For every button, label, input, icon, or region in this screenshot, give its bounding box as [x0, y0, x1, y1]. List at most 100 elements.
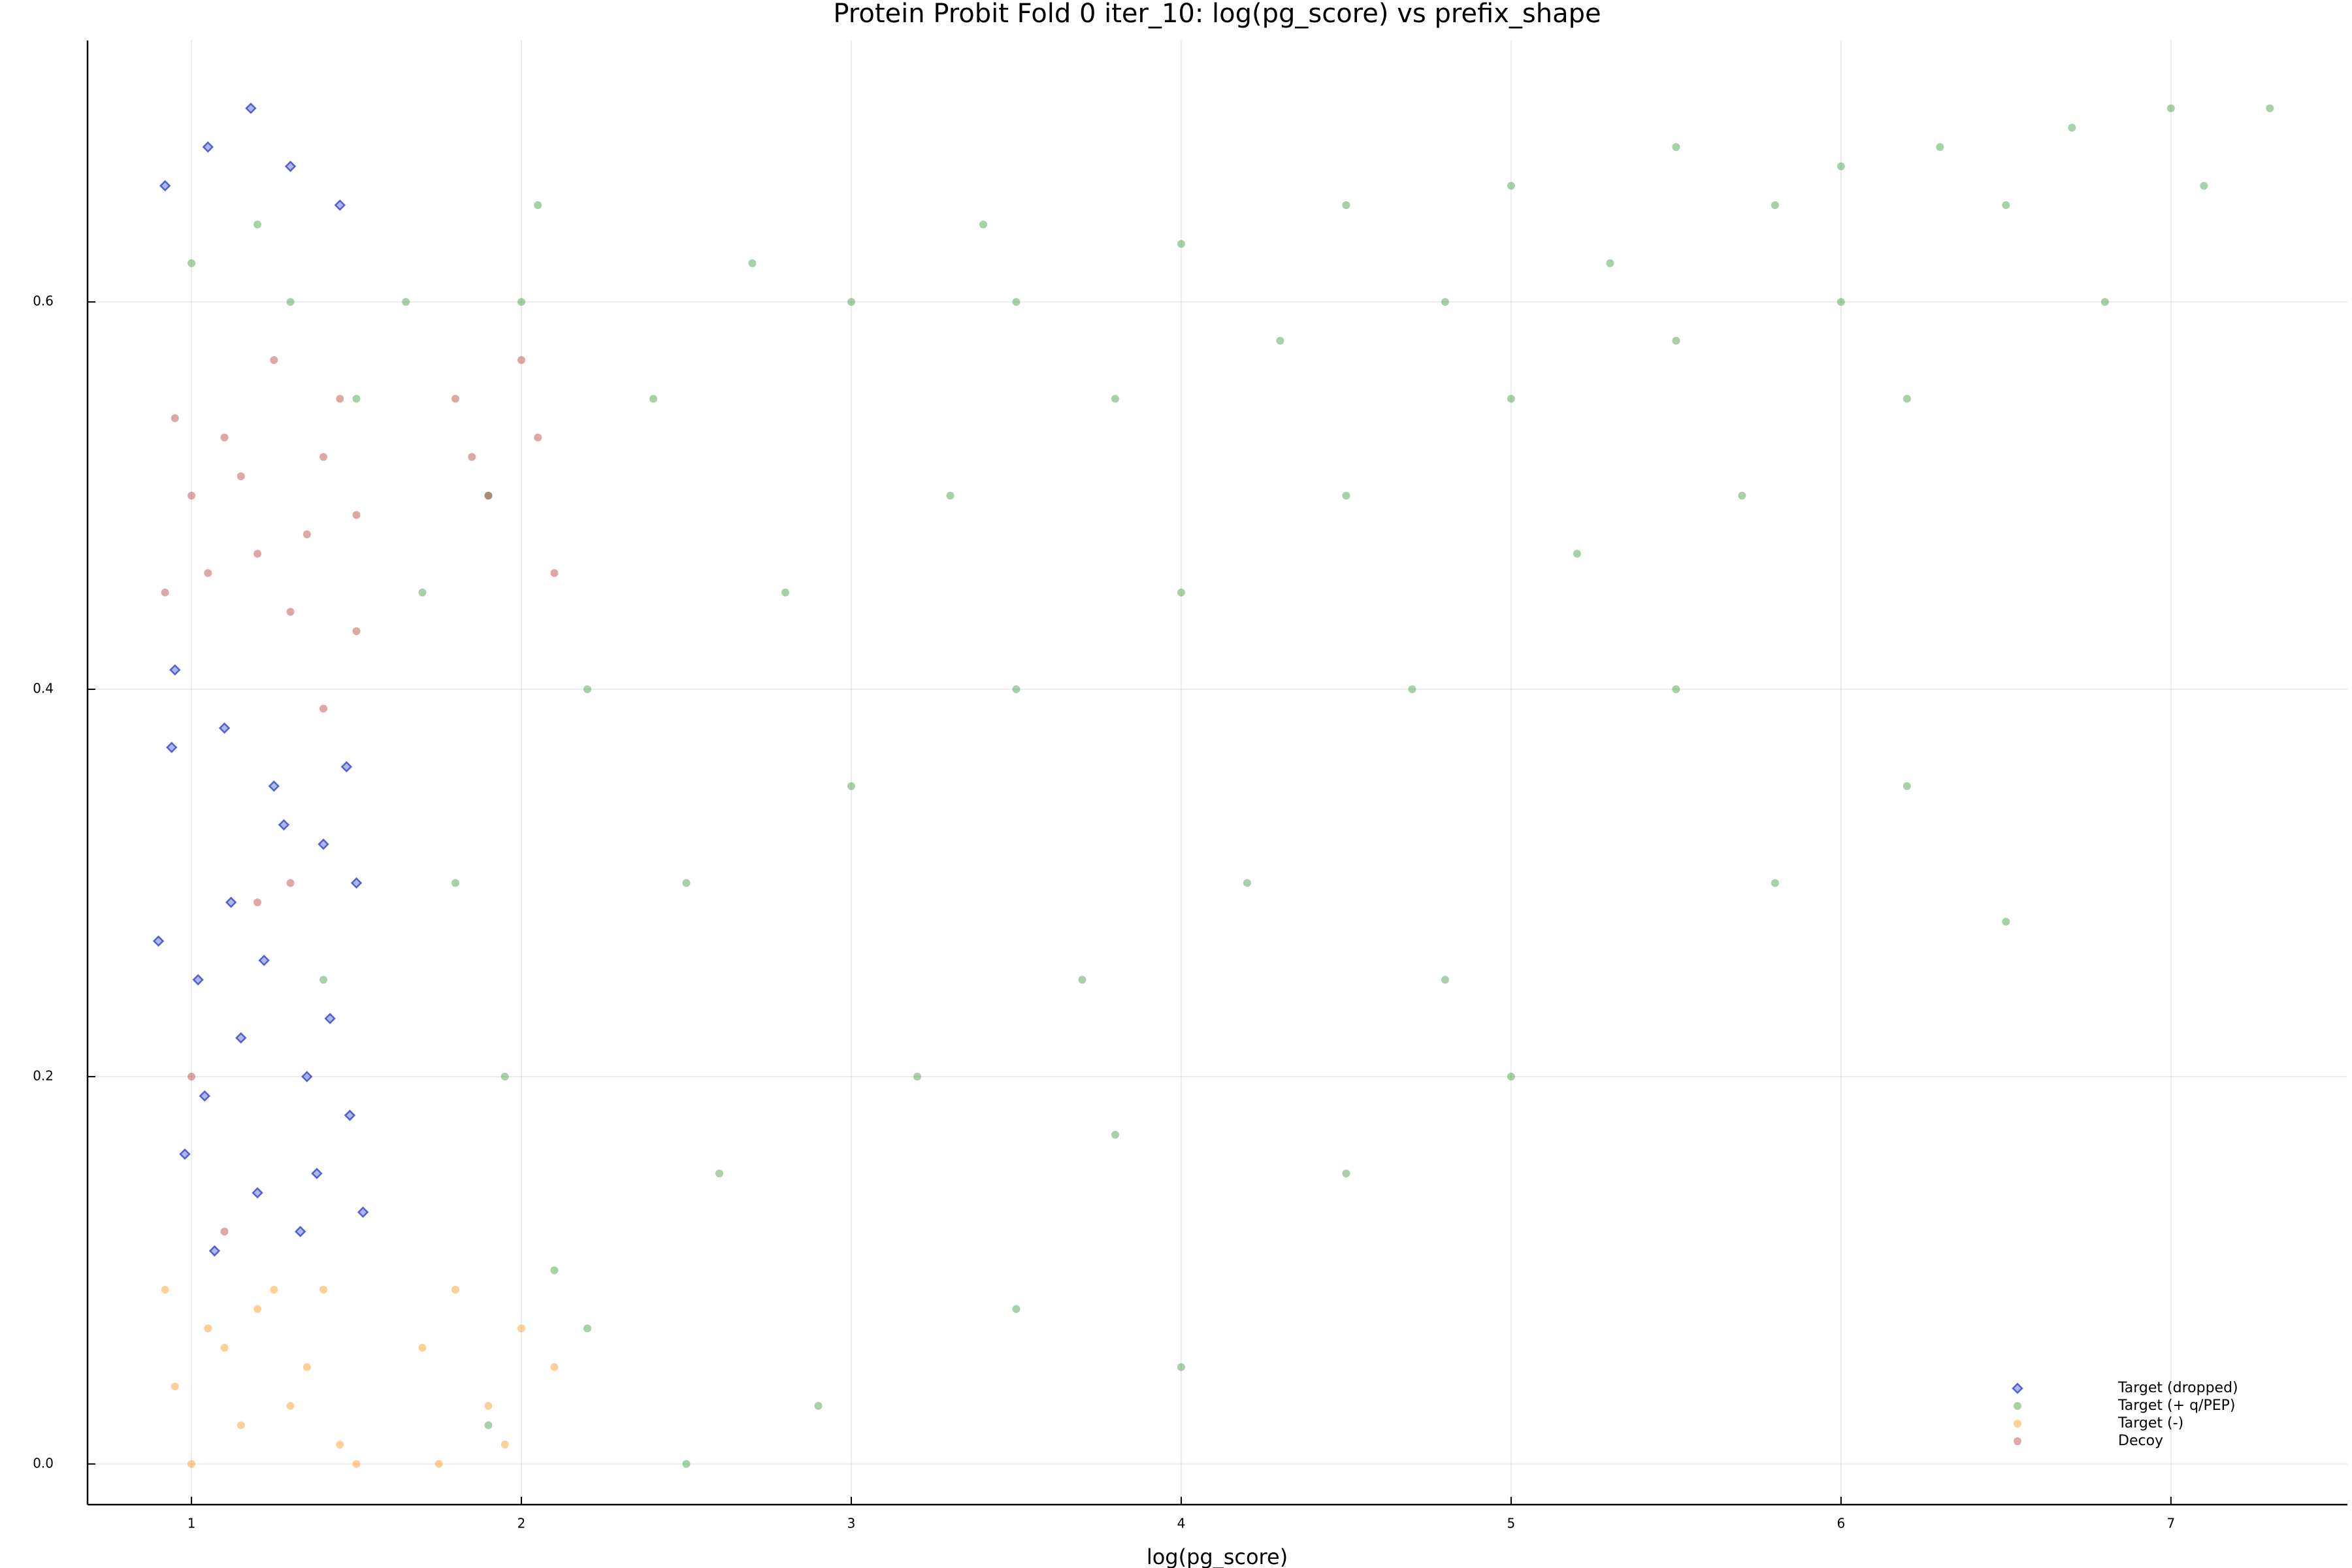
x-tick-label: 5: [1507, 1516, 1516, 1531]
data-point: [286, 608, 295, 616]
data-point: [161, 1285, 169, 1294]
data-point: [1573, 549, 1581, 558]
legend-text: Target (dropped): [2117, 1380, 2238, 1396]
data-point: [1672, 143, 1680, 152]
legend-text: Target (+ q/PEP): [2117, 1397, 2235, 1414]
legend-marker: [2014, 1437, 2021, 1445]
data-point: [1837, 298, 1845, 306]
x-tick-label: 2: [517, 1516, 526, 1531]
data-point: [583, 1324, 592, 1333]
data-point: [946, 491, 955, 500]
data-point: [286, 298, 295, 306]
data-point: [1342, 1169, 1350, 1178]
data-point: [352, 511, 361, 519]
data-point: [352, 627, 361, 636]
data-point: [715, 1169, 724, 1178]
data-point: [451, 879, 460, 887]
data-point: [1342, 491, 1350, 500]
data-point: [319, 453, 328, 461]
data-point: [484, 491, 493, 500]
data-point: [913, 1072, 921, 1081]
data-point: [434, 1460, 443, 1468]
data-point: [484, 491, 493, 500]
data-point: [225, 896, 237, 908]
data-point: [220, 1343, 229, 1352]
data-point: [268, 780, 280, 792]
data-point: [550, 1266, 559, 1275]
data-point: [402, 298, 410, 306]
data-point: [334, 199, 346, 211]
x-tick-label: 3: [847, 1516, 856, 1531]
data-point: [302, 1363, 311, 1371]
data-point: [1342, 201, 1350, 209]
y-tick-label: 0.2: [33, 1068, 54, 1083]
data-point: [451, 1285, 460, 1294]
data-point: [1672, 336, 1680, 345]
data-point: [165, 742, 178, 753]
data-point: [159, 180, 171, 192]
data-point: [1441, 975, 1449, 984]
data-point: [847, 782, 855, 791]
data-point: [278, 819, 290, 831]
data-point: [270, 1285, 278, 1294]
data-point: [258, 955, 270, 966]
data-point: [1672, 685, 1680, 694]
x-tick-label: 7: [2166, 1516, 2175, 1531]
data-point: [311, 1168, 323, 1179]
data-point: [979, 220, 987, 229]
data-point: [418, 588, 427, 596]
data-point: [1606, 259, 1614, 267]
data-point: [451, 395, 460, 403]
data-point: [517, 356, 526, 365]
data-point: [237, 1421, 245, 1429]
data-point: [188, 1072, 196, 1081]
series-group: [161, 1285, 559, 1468]
data-point: [484, 1401, 493, 1410]
data-point: [1243, 879, 1251, 887]
data-point: [204, 569, 212, 578]
data-point: [2266, 104, 2274, 112]
data-point: [179, 1148, 191, 1160]
series-group: [152, 102, 369, 1257]
data-point: [324, 1013, 336, 1024]
data-point: [1903, 395, 1911, 403]
x-axis-label: log(pg_score): [1147, 1544, 1288, 1568]
data-point: [319, 975, 328, 984]
data-point: [2166, 104, 2175, 112]
data-point: [340, 760, 353, 773]
data-point: [319, 704, 328, 713]
data-point: [649, 395, 658, 403]
data-point: [357, 1206, 369, 1218]
data-point: [1276, 336, 1284, 345]
data-point: [188, 491, 196, 500]
data-point: [1177, 1363, 1185, 1371]
data-point: [171, 1382, 179, 1391]
data-point: [352, 395, 361, 403]
data-point: [286, 1401, 295, 1410]
data-point: [286, 879, 295, 887]
legend-marker: [2014, 1420, 2021, 1428]
data-point: [814, 1401, 823, 1410]
data-point: [468, 453, 476, 461]
data-point: [517, 298, 526, 306]
data-point: [2068, 123, 2076, 132]
data-point: [418, 1343, 427, 1352]
data-point: [2002, 917, 2010, 926]
data-point: [1771, 201, 1779, 209]
data-point: [202, 141, 214, 153]
data-point: [235, 1032, 247, 1044]
data-point: [169, 664, 181, 676]
data-point: [1012, 1305, 1021, 1313]
data-point: [1177, 240, 1185, 248]
y-tick-label: 0.0: [33, 1455, 54, 1471]
y-tick-label: 0.6: [33, 293, 54, 309]
data-point: [336, 395, 344, 403]
data-point: [1738, 491, 1746, 500]
data-point: [1507, 182, 1515, 190]
data-point: [1837, 162, 1845, 171]
data-point: [352, 1460, 361, 1468]
data-point: [534, 433, 542, 442]
data-point: [253, 549, 262, 558]
data-point: [550, 569, 559, 578]
